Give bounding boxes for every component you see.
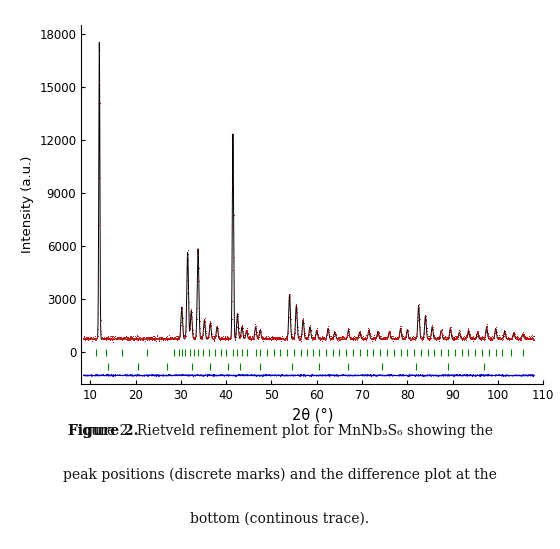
Y-axis label: Intensity (a.u.): Intensity (a.u.) (21, 156, 34, 253)
Text: peak positions (discrete marks) and the difference plot at the: peak positions (discrete marks) and the … (63, 468, 497, 482)
Text: Figure 2. Rietveld refinement plot for MnNb₃S₆ showing the: Figure 2. Rietveld refinement plot for M… (68, 424, 492, 438)
X-axis label: 2θ (°): 2θ (°) (292, 408, 333, 423)
Text: bottom (continous trace).: bottom (continous trace). (190, 512, 370, 526)
Text: Figure 2. Rietveld refinement plot for MnNb₃S₆ showing the: Figure 2. Rietveld refinement plot for M… (68, 424, 492, 438)
Text: Figure 2.: Figure 2. (68, 424, 138, 438)
